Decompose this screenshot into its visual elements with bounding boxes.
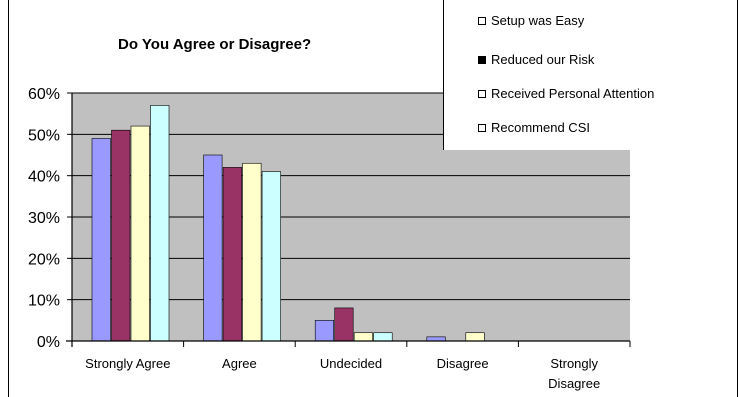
bar [261,171,281,342]
legend-item: Recommend CSI [478,120,590,135]
legend-item: Received Personal Attention [478,86,654,101]
bar [203,154,223,342]
legend-swatch [478,16,486,25]
legend-label: Recommend CSI [491,120,590,135]
legend-item: Reduced our Risk [478,52,594,67]
legend-label: Setup was Easy [491,13,585,28]
bar [334,307,354,342]
y-tick-label: 50% [28,127,60,144]
bar [465,332,485,342]
y-tick-label: 60% [28,86,60,103]
tick-labels: 0% 10% 20% 30% 40% 50% 60% Strongly Agree Agree U… [28,86,600,391]
legend-swatch [478,123,486,132]
x-tick-label: Agree [222,356,257,371]
y-tick-label: 0% [37,334,60,351]
bars [91,105,485,342]
x-tick-label: Undecided [320,356,382,371]
bar [353,332,374,342]
legend-swatch [478,89,486,98]
bar [111,129,131,342]
y-tick-label: 20% [28,251,60,268]
chart-title: Do You Agree or Disagree? [118,36,312,53]
bar [373,332,393,342]
legend-item: Setup was Easy [478,13,584,28]
y-tick-label: 40% [28,169,60,186]
y-tick-label: 10% [28,293,60,310]
chart-frame [8,0,738,397]
bar [222,167,242,342]
legend: Setup was Easy Reduced our Risk Received… [443,0,737,150]
legend-label: Received Personal Attention [491,86,655,101]
x-tick-label: Strongly [550,356,598,371]
bar [314,320,335,342]
y-tick-label: 30% [28,210,60,227]
legend-swatch [478,55,486,64]
bar [150,105,170,342]
bar [426,336,446,342]
x-tick-label: Strongly Agree [85,356,170,371]
legend-label: Reduced our Risk [491,52,595,67]
axes [66,92,631,347]
bar [130,125,150,342]
x-tick-label: Disagree [437,356,489,371]
bar [91,138,111,342]
x-tick-label: Disagree [548,376,600,391]
bar [242,162,262,342]
